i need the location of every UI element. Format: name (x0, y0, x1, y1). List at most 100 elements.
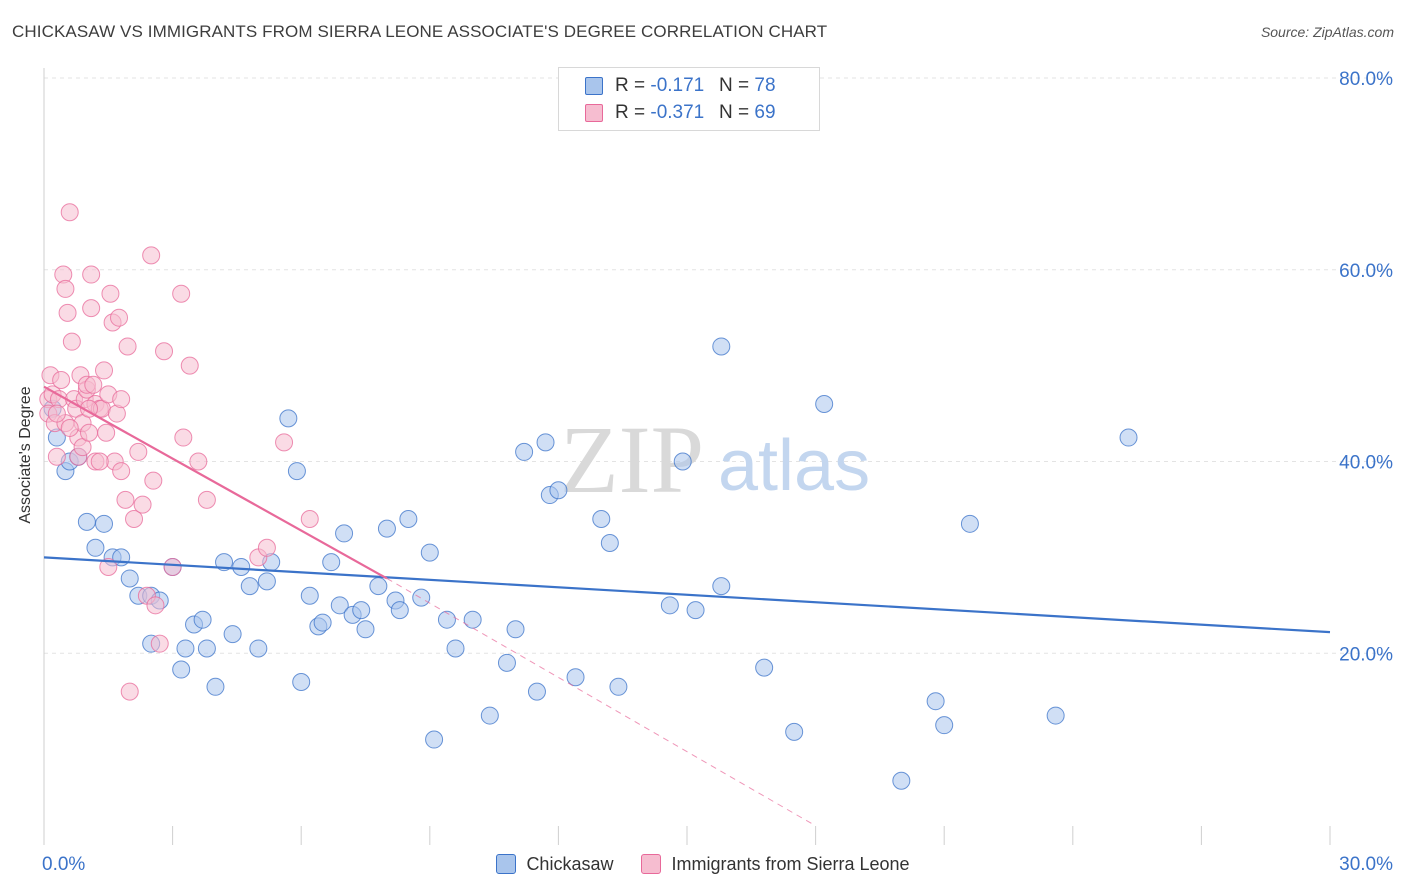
legend-label-sierra-leone: Immigrants from Sierra Leone (671, 853, 910, 874)
chickasaw-point (172, 660, 191, 679)
sierra-leone-point (52, 371, 71, 390)
n-value-sierra-leone: 69 (754, 102, 776, 123)
sierra-leone-point (82, 265, 101, 284)
y-tick-label: 20.0% (1339, 644, 1393, 665)
x-tick-label: 0.0% (42, 854, 85, 875)
y-tick-label: 40.0% (1339, 453, 1393, 474)
sierra-leone-trend-line (43, 385, 388, 580)
chickasaw-point (369, 577, 388, 596)
y-tick-label: 60.0% (1339, 261, 1393, 282)
legend-item-sierra-leone[interactable]: Immigrants from Sierra Leone (641, 853, 910, 875)
sierra-leone-point (56, 279, 75, 298)
chickasaw-point (232, 557, 251, 576)
data-points (39, 203, 1138, 790)
chickasaw-point (1119, 428, 1138, 447)
chickasaw-point (527, 682, 546, 701)
watermark-atlas: atlas (718, 426, 870, 506)
chickasaw-point (566, 668, 585, 687)
watermark: ZIP atlas (560, 406, 870, 513)
chickasaw-point (390, 601, 409, 620)
legend-label-chickasaw: Chickasaw (526, 853, 614, 874)
chickasaw-point (712, 337, 731, 356)
chickasaw-point (935, 716, 954, 735)
sierra-leone-point (110, 308, 129, 327)
chart-title: CHICKASAW VS IMMIGRANTS FROM SIERRA LEON… (12, 22, 828, 41)
chickasaw-point (313, 613, 332, 632)
r-label: R = (615, 75, 651, 96)
sierra-leone-point (112, 462, 131, 481)
sierra-leone-swatch (585, 104, 603, 122)
chickasaw-point (536, 433, 555, 452)
sierra-leone-point (163, 557, 182, 576)
chickasaw-point (600, 533, 619, 552)
chickasaw-point (287, 462, 306, 481)
chickasaw-point (592, 510, 611, 529)
series-legend: Chickasaw Immigrants from Sierra Leone (0, 850, 1406, 878)
chickasaw-point (892, 771, 911, 790)
chickasaw-point (480, 706, 499, 725)
chickasaw-point (712, 577, 731, 596)
stats-legend: R = -0.171 N = 78 R = -0.371 N = 69 (558, 67, 820, 131)
chickasaw-point (356, 620, 375, 639)
chickasaw-point (330, 596, 349, 615)
chickasaw-point (292, 673, 311, 692)
sierra-leone-point (197, 490, 216, 509)
chickasaw-point (215, 553, 234, 572)
sierra-leone-point (155, 342, 174, 361)
sierra-leone-point (150, 634, 169, 653)
chickasaw-point (660, 596, 679, 615)
sierra-leone-point (112, 390, 131, 409)
chickasaw-point (86, 538, 105, 557)
sierra-leone-point (99, 557, 118, 576)
sierra-leone-point (172, 284, 191, 303)
chickasaw-point (437, 610, 456, 629)
chickasaw-point (193, 610, 212, 629)
sierra-leone-point (60, 203, 79, 222)
sierra-leone-point (120, 682, 139, 701)
sierra-leone-point (116, 490, 135, 509)
chickasaw-point (95, 514, 114, 533)
sierra-leone-point (125, 510, 144, 529)
chickasaw-point (425, 730, 444, 749)
sierra-leone-point (58, 303, 77, 322)
chickasaw-swatch (496, 854, 517, 874)
chickasaw-point (412, 588, 431, 607)
chickasaw-point (335, 524, 354, 543)
r-value-sierra-leone: -0.371 (650, 102, 705, 123)
chickasaw-point (420, 543, 439, 562)
chickasaw-point (399, 510, 418, 529)
sierra-leone-point (133, 495, 152, 514)
chickasaw-point (352, 601, 371, 620)
chickasaw-point (249, 639, 268, 658)
x-tick-label: 30.0% (1339, 854, 1393, 875)
chickasaw-point (515, 442, 534, 461)
y-tick-label: 80.0% (1339, 69, 1393, 90)
chickasaw-point (206, 677, 225, 696)
sierra-leone-point (300, 510, 319, 529)
sierra-leone-point (129, 442, 148, 461)
chickasaw-point (673, 452, 692, 471)
sierra-leone-point (84, 375, 103, 394)
sierra-leone-point (80, 423, 99, 442)
chickasaw-point (755, 658, 774, 677)
r-value-chickasaw: -0.171 (650, 75, 705, 96)
sierra-leone-point (101, 284, 120, 303)
sierra-leone-swatch (641, 854, 662, 874)
chickasaw-point (279, 409, 298, 428)
n-label: N = (719, 102, 755, 123)
chickasaw-point (120, 569, 139, 588)
chickasaw-point (257, 572, 276, 591)
source-label: Source: ZipAtlas.com (1260, 24, 1394, 40)
sierra-leone-point (174, 428, 193, 447)
chickasaw-trend-line (43, 556, 1331, 634)
sierra-leone-point (47, 447, 66, 466)
trend-lines (43, 385, 1331, 827)
legend-item-chickasaw[interactable]: Chickasaw (496, 854, 613, 875)
tick-labels: 20.0% 40.0% 60.0% 80.0% 0.0% 30.0% (42, 69, 1393, 875)
sierra-leone-point (146, 596, 165, 615)
sierra-leone-point (62, 332, 81, 351)
chickasaw-point (223, 625, 242, 644)
stats-row-sierra-leone: R = -0.371 N = 69 (585, 100, 776, 126)
chickasaw-point (300, 586, 319, 605)
